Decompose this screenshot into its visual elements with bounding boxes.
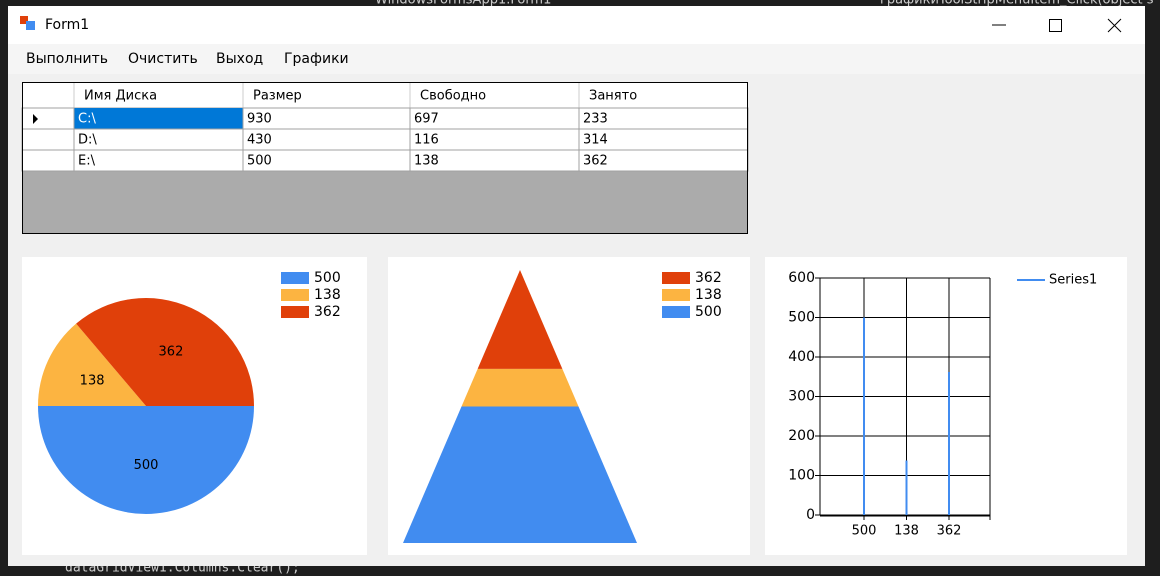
cell[interactable]: C:\	[78, 112, 96, 127]
y-tick-label: 600	[788, 270, 815, 286]
pyramid-segment	[403, 406, 637, 543]
legend-label: 138	[314, 287, 341, 303]
data-label: 138	[80, 374, 105, 389]
legend-swatch	[662, 289, 690, 301]
y-tick-label: 400	[788, 349, 815, 365]
cell[interactable]: 233	[583, 112, 608, 127]
legend-swatch	[281, 289, 309, 301]
pyramid-segment	[477, 270, 563, 369]
y-tick-label: 100	[788, 468, 815, 484]
title-bar	[8, 6, 1145, 44]
table-row[interactable]	[21, 149, 749, 172]
pie-slice	[38, 406, 254, 514]
legend-label: 500	[695, 304, 722, 320]
y-tick-label: 500	[788, 310, 815, 326]
table-row[interactable]	[21, 128, 749, 151]
table-border	[22, 82, 748, 234]
menu-item[interactable]: Графики	[284, 51, 349, 67]
menu-item[interactable]: Выход	[216, 51, 263, 67]
cell[interactable]: 500	[247, 154, 272, 169]
legend-swatch	[662, 306, 690, 318]
x-tick-label: 500	[852, 524, 877, 539]
menu-item[interactable]: Выполнить	[26, 51, 108, 67]
cell[interactable]: 697	[414, 112, 439, 127]
menu-item[interactable]: Очистить	[128, 51, 198, 67]
window-title: Form1	[45, 17, 89, 33]
legend-swatch	[281, 272, 309, 284]
cell[interactable]: 116	[414, 133, 439, 148]
legend-label: 362	[695, 270, 722, 286]
legend-label: Series1	[1049, 273, 1097, 288]
legend-label: 500	[314, 270, 341, 286]
chart-panel	[765, 257, 1127, 555]
cell[interactable]: D:\	[78, 133, 97, 148]
legend-label: 362	[314, 304, 341, 320]
data-label: 362	[159, 345, 184, 360]
column-header: Имя Диска	[84, 89, 157, 104]
cell[interactable]: 362	[583, 154, 608, 169]
table-header	[22, 82, 748, 108]
y-tick-label: 300	[788, 389, 815, 405]
data-label: 500	[134, 458, 159, 473]
cell[interactable]: 430	[247, 133, 272, 148]
column-header: Размер	[253, 89, 302, 104]
cell[interactable]: 930	[247, 112, 272, 127]
ide-tab: графикиToolStripMenuItem_Click(object s	[880, 0, 1154, 8]
ide-tab: WindowsFormsApp1.Form1	[375, 0, 551, 8]
legend-swatch	[281, 306, 309, 318]
y-tick-label: 0	[806, 507, 815, 523]
selected-cell	[74, 108, 243, 129]
cell[interactable]: 138	[414, 154, 439, 169]
pie-slice	[76, 298, 255, 406]
y-tick-label: 200	[788, 428, 815, 444]
x-tick-label: 362	[937, 524, 962, 539]
legend-swatch	[662, 272, 690, 284]
x-tick-label: 138	[894, 524, 919, 539]
maximize-button[interactable]	[1049, 19, 1062, 32]
column-header: Свободно	[420, 89, 486, 104]
cell[interactable]: 314	[583, 133, 608, 148]
column-header: Занято	[589, 89, 637, 104]
cell[interactable]: E:\	[78, 154, 96, 169]
legend-label: 138	[695, 287, 722, 303]
app-icon	[26, 21, 35, 30]
close-button[interactable]	[1107, 18, 1122, 33]
row-indicator	[33, 114, 38, 124]
pyramid-segment	[461, 368, 579, 407]
app-icon	[20, 16, 28, 24]
menu-bar	[8, 44, 1145, 74]
pie-slice	[38, 323, 146, 406]
